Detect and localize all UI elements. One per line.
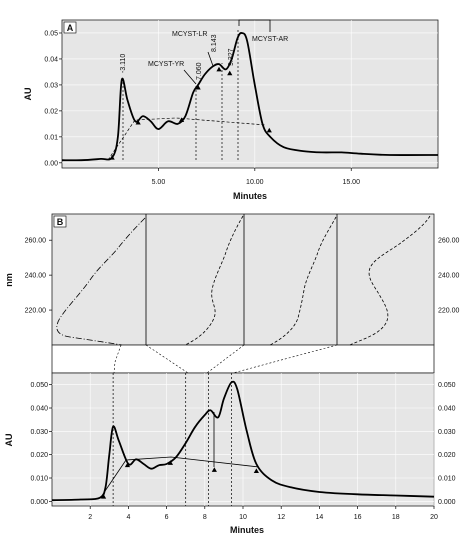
panel-a-annotation-9327: 9.327 — [228, 48, 235, 66]
panel-a-annotation-7060: 7.060 — [196, 62, 203, 80]
a-peak-marker — [109, 155, 115, 160]
b-x-tick-label: 4 — [126, 514, 130, 521]
panel-a-annotation-lr-name: MCYST-LR — [172, 31, 207, 38]
b-peak-marker — [211, 467, 217, 472]
panel-b-y-label: AU — [4, 434, 14, 447]
a-y-tick-label: 0.03 — [44, 82, 58, 89]
panel-a-letter: A — [67, 23, 74, 33]
b-y-tick-label: 0.000 — [30, 499, 48, 506]
b-y-tick-label-right: 0.040 — [438, 406, 456, 413]
panel-a-markers — [109, 66, 272, 160]
b-peak-marker — [100, 494, 107, 499]
spectra-y-tick-label-right: 240.00 — [438, 273, 460, 280]
b-x-tick-label: 8 — [203, 514, 207, 521]
b-peak-marker — [124, 462, 131, 468]
b-x-tick-label: 18 — [392, 514, 400, 521]
b-peak-marker — [167, 460, 174, 465]
uv-spectrum-3 — [269, 216, 337, 346]
panel-a-plot-area — [61, 19, 439, 169]
panel-b-spectra-ticks: 220.00 220.00 240.00 240.00 260.00 260.00 — [25, 238, 460, 315]
b-x-tick-label: 16 — [354, 514, 362, 521]
panel-b-letter: B — [57, 217, 64, 227]
panel-b-markers — [100, 460, 259, 499]
panel-a-annotation-yr-name: MCYST-YR — [148, 61, 184, 68]
b-y-tick-label: 0.050 — [30, 382, 48, 389]
connector-2 — [145, 344, 189, 374]
a-peak-marker — [216, 66, 222, 72]
panel-b-x-label: Minutes — [230, 525, 264, 535]
panel-b-baseline — [100, 456, 260, 498]
panel-a-leader-yr — [183, 69, 197, 85]
a-peak-marker — [195, 84, 201, 90]
panel-b-chromatogram — [51, 380, 435, 502]
a-x-tick-label: 5.00 — [152, 179, 166, 186]
uv-spectrum-4 — [349, 215, 431, 346]
panel-a-leader-lr — [207, 51, 214, 67]
b-x-tick-label: 14 — [316, 514, 324, 521]
panel-a-baselines — [107, 19, 271, 161]
panel-a-y-ticks: 0.00 0.01 0.02 0.03 0.04 0.05 — [44, 30, 62, 167]
panel-a-annotation-8143: 8.143 — [211, 34, 218, 52]
b-y-tick-label: 0.020 — [30, 452, 48, 459]
a-y-tick-label: 0.00 — [44, 160, 58, 167]
a-y-tick-label: 0.05 — [44, 30, 58, 37]
b-y-tick-label-right: 0.020 — [438, 452, 456, 459]
panel-a-y-label: AU — [23, 88, 33, 101]
a-peak-marker — [227, 70, 233, 76]
panel-b-x-ticks: 2 4 6 8 10 12 14 16 18 20 — [88, 506, 438, 521]
panel-b-spectra-area — [51, 213, 435, 346]
uv-spectrum-1 — [56, 217, 146, 346]
panel-a-annotation-ar-name: MCYST-AR — [252, 36, 288, 43]
a-x-tick-label: 15.00 — [342, 179, 360, 186]
panel-a-x-label: Minutes — [233, 191, 267, 201]
a-y-tick-label: 0.02 — [44, 108, 58, 115]
panel-b-connector-band — [51, 344, 435, 374]
a-y-tick-label: 0.01 — [44, 134, 58, 141]
b-y-tick-label-right: 0.010 — [438, 476, 456, 483]
a-x-tick-label: 10.00 — [246, 179, 264, 186]
b-y-tick-label-right: 0.050 — [438, 382, 456, 389]
b-y-tick-label-right: 0.000 — [438, 499, 456, 506]
b-x-tick-label: 2 — [88, 514, 92, 521]
b-x-tick-label: 10 — [239, 514, 247, 521]
panel-b-y-ticks: 0.000 0.000 0.010 0.010 0.020 0.020 0.030 0.030… — [30, 382, 455, 506]
b-y-tick-label-right: 0.030 — [438, 429, 456, 436]
spectra-y-tick-label-right: 260.00 — [438, 238, 460, 245]
b-peak-marker — [253, 468, 259, 473]
a-peak-marker — [178, 117, 185, 122]
b-x-tick-label: 12 — [277, 514, 285, 521]
panel-a-leader-ar — [238, 19, 271, 32]
panel-b-spectra-y-label: nm — [4, 273, 14, 287]
connector-4 — [232, 344, 338, 374]
panel-a-label-box — [63, 21, 77, 34]
a-peak-marker — [266, 127, 272, 133]
a-y-tick-label: 0.04 — [44, 56, 58, 63]
b-y-tick-label: 0.010 — [30, 476, 48, 483]
b-x-tick-label: 20 — [430, 514, 438, 521]
spectra-y-tick-label: 260.00 — [25, 238, 47, 245]
b-y-tick-label: 0.040 — [30, 406, 48, 413]
panel-a-chromatogram — [61, 32, 439, 162]
panel-b-baselines — [100, 412, 260, 498]
panel-b-label-box — [53, 215, 67, 228]
panel-a-x-ticks: 5.00 10.00 15.00 — [152, 168, 360, 186]
uv-spectrum-2 — [184, 215, 244, 346]
panel-a: 5.00 10.00 15.00 0.000.010.020.030.040.05 … — [23, 19, 439, 201]
connector-1 — [113, 344, 122, 374]
b-y-tick-label: 0.030 — [30, 429, 48, 436]
panel-a-annotation-3110: -3.110 — [120, 54, 127, 73]
spectra-y-tick-label: 220.00 — [25, 308, 47, 315]
b-x-tick-label: 6 — [165, 514, 169, 521]
a-peak-marker — [135, 119, 141, 125]
panel-b-grid — [52, 373, 435, 506]
spectra-y-tick-label-right: 220.00 — [438, 308, 460, 315]
spectra-y-tick-label: 240.00 — [25, 273, 47, 280]
